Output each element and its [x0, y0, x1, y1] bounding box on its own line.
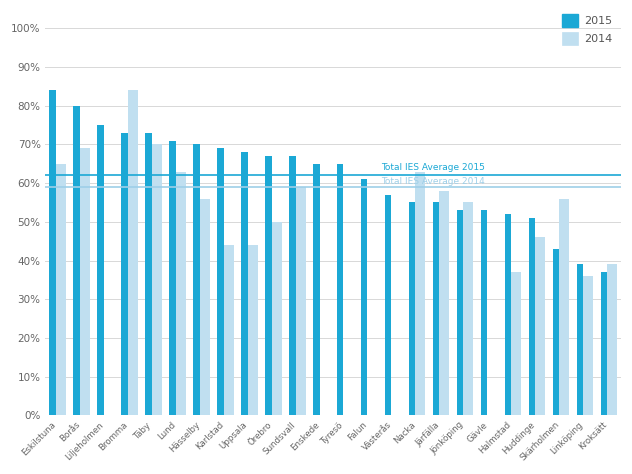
Bar	[176, 172, 186, 415]
Text: Total IES Average 2014: Total IES Average 2014	[381, 177, 485, 186]
Bar	[415, 172, 425, 415]
Bar	[535, 237, 545, 415]
Bar	[49, 90, 56, 415]
Bar	[169, 141, 176, 415]
Bar	[272, 222, 282, 415]
Bar	[193, 145, 200, 415]
Bar	[121, 133, 128, 415]
Bar	[265, 156, 272, 415]
Legend: 2015, 2014: 2015, 2014	[558, 10, 616, 48]
Bar	[552, 249, 559, 415]
Bar	[559, 199, 569, 415]
Bar	[313, 164, 320, 415]
Bar	[504, 214, 511, 415]
Bar	[600, 272, 607, 415]
Bar	[583, 276, 593, 415]
Bar	[289, 156, 296, 415]
Bar	[433, 202, 439, 415]
Bar	[385, 195, 391, 415]
Bar	[97, 125, 104, 415]
Bar	[511, 272, 521, 415]
Bar	[128, 90, 138, 415]
Bar	[80, 148, 90, 415]
Bar	[152, 145, 162, 415]
Bar	[217, 148, 224, 415]
Bar	[200, 199, 210, 415]
Bar	[463, 202, 473, 415]
Bar	[361, 179, 367, 415]
Bar	[480, 210, 487, 415]
Bar	[439, 191, 449, 415]
Bar	[241, 152, 248, 415]
Bar	[56, 164, 66, 415]
Bar	[337, 164, 343, 415]
Bar	[145, 133, 152, 415]
Bar	[73, 106, 80, 415]
Bar	[409, 202, 415, 415]
Bar	[528, 218, 535, 415]
Bar	[607, 264, 617, 415]
Bar	[296, 187, 306, 415]
Bar	[457, 210, 463, 415]
Text: Total IES Average 2015: Total IES Average 2015	[381, 164, 485, 173]
Bar	[224, 245, 234, 415]
Bar	[248, 245, 258, 415]
Bar	[576, 264, 583, 415]
